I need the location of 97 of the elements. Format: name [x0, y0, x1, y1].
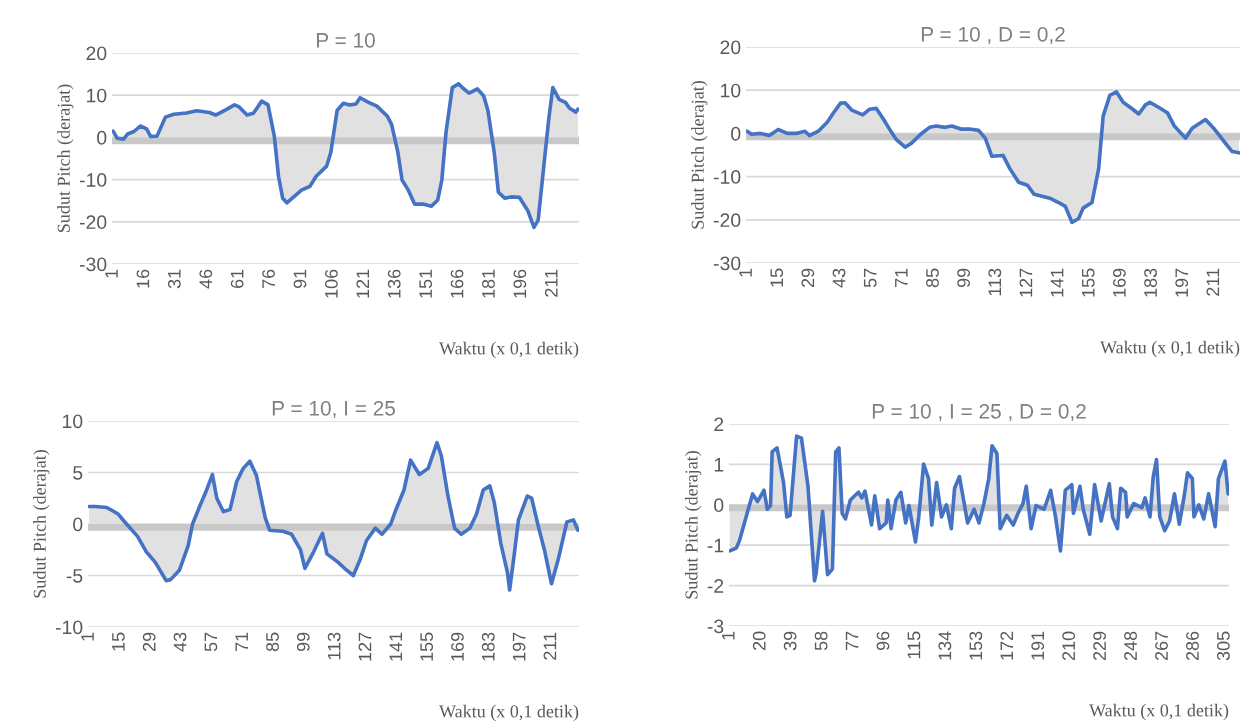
x-tick-label: 91 [293, 269, 307, 289]
x-tick-label: 197 [512, 632, 526, 661]
x-tick-label: 121 [356, 269, 370, 298]
x-tick-label: 211 [1206, 268, 1220, 296]
x-tick-label: 1 [739, 268, 752, 277]
x-tick-label: 77 [845, 631, 859, 651]
x-tick-label: 169 [451, 632, 464, 661]
x-tick-label: 115 [907, 631, 921, 659]
x-tick-label: 229 [1093, 631, 1106, 661]
chart-title: P = 10 , I = 25 , D = 0,2 [872, 403, 1086, 422]
x-tick-label: 141 [389, 632, 403, 661]
x-tick-label: 169 [1113, 268, 1126, 297]
x-tick-label: 57 [204, 632, 218, 652]
x-axis-title: Waktu (x 0,1 detik) [439, 341, 579, 359]
x-tick-label: 155 [1082, 268, 1095, 297]
x-tick-label: 210 [1062, 631, 1076, 661]
x-tick-label: 106 [325, 269, 338, 298]
y-tick-label: 10 [87, 88, 107, 103]
x-tick-label: 267 [1155, 631, 1168, 661]
y-tick-label: -20 [713, 213, 741, 228]
x-tick-label: 76 [262, 269, 275, 289]
x-tick-label: 127 [358, 632, 372, 661]
x-tick-label: 46 [199, 269, 213, 289]
x-tick-label: 99 [957, 268, 971, 288]
x-tick-label: 305 [1216, 631, 1230, 661]
x-tick-label: 191 [1031, 631, 1045, 660]
y-tick-label: 20 [720, 40, 741, 55]
x-tick-label: 43 [173, 632, 187, 652]
x-tick-label: 181 [482, 269, 495, 298]
x-tick-label: 183 [481, 632, 495, 661]
x-tick-label: 85 [266, 632, 279, 652]
x-axis-title: Waktu (x 0,1 detik) [439, 704, 579, 722]
y-tick-label: -30 [713, 256, 741, 271]
x-tick-label: 99 [296, 632, 310, 652]
x-tick-label: 197 [1175, 268, 1189, 297]
y-tick-label: 0 [731, 126, 741, 141]
x-tick-label: 113 [327, 632, 341, 660]
x-tick-label: 113 [988, 268, 1002, 296]
x-tick-label: 286 [1186, 631, 1199, 661]
chart-title: P = 10 [316, 32, 375, 48]
x-tick-label: 57 [863, 268, 877, 288]
x-tick-label: 71 [895, 268, 908, 288]
y-tick-label: 0 [73, 517, 83, 532]
x-tick-label: 151 [419, 269, 433, 298]
x-tick-label: 29 [142, 632, 156, 652]
y-axis-title: Sudut Pitch (derajat) [684, 451, 702, 599]
x-tick-label: 211 [544, 269, 558, 297]
y-tick-label: -30 [79, 257, 107, 272]
x-tick-label: 211 [543, 632, 557, 660]
chart-title: P = 10, I = 25 [272, 400, 395, 419]
y-tick-label: 10 [63, 414, 83, 429]
x-tick-label: 85 [926, 268, 939, 288]
x-tick-label: 141 [1050, 268, 1064, 297]
x-tick-label: 15 [770, 268, 784, 287]
y-axis-title: Sudut Pitch (derajat) [691, 81, 708, 229]
x-tick-label: 39 [783, 631, 797, 651]
y-tick-label: 2 [714, 417, 724, 432]
y-tick-label: -3 [707, 619, 724, 634]
y-tick-label: 1 [714, 458, 724, 472]
x-tick-label: 155 [420, 632, 434, 661]
x-tick-label: 71 [235, 632, 248, 652]
x-tick-label: 134 [938, 631, 952, 660]
x-tick-label: 96 [876, 631, 890, 651]
x-axis-title: Waktu (x 0,1 detik) [1100, 340, 1240, 358]
x-tick-label: 20 [752, 631, 766, 651]
y-tick-label: -2 [707, 579, 724, 593]
y-tick-label: 10 [721, 83, 741, 98]
x-axis-title: Waktu (x 0,1 detik) [1089, 703, 1229, 721]
chart-title: P = 10 , D = 0,2 [921, 26, 1065, 45]
y-tick-label: 0 [714, 498, 724, 513]
x-tick-label: 248 [1124, 631, 1137, 661]
x-tick-label: 153 [969, 631, 983, 660]
x-tick-label: 43 [832, 268, 846, 288]
y-tick-label: -10 [55, 620, 83, 635]
y-axis-title: Sudut Pitch (derajat) [57, 84, 74, 232]
x-tick-label: 166 [450, 269, 464, 298]
x-tick-label: 15 [112, 632, 125, 651]
y-tick-label: -20 [79, 215, 107, 230]
y-tick-label: 20 [86, 46, 107, 61]
x-tick-label: 31 [167, 269, 181, 289]
y-tick-label: 5 [73, 466, 83, 480]
x-tick-label: 61 [230, 269, 244, 289]
x-tick-label: 16 [136, 269, 150, 288]
x-tick-label: 183 [1144, 268, 1157, 297]
y-tick-label: -5 [66, 569, 83, 583]
y-tick-label: -10 [713, 170, 741, 184]
x-tick-label: 1 [105, 269, 118, 278]
x-tick-label: 172 [1000, 631, 1013, 660]
x-tick-label: 29 [801, 268, 815, 288]
x-tick-label: 58 [814, 631, 828, 651]
y-tick-label: 0 [97, 130, 107, 145]
x-tick-label: 127 [1019, 268, 1033, 297]
y-tick-label: -1 [707, 538, 724, 553]
x-tick-label: 136 [387, 269, 401, 298]
y-axis-title: Sudut Pitch (derajat) [33, 450, 50, 598]
y-tick-label: -10 [79, 173, 107, 187]
x-tick-label: 196 [513, 269, 527, 298]
